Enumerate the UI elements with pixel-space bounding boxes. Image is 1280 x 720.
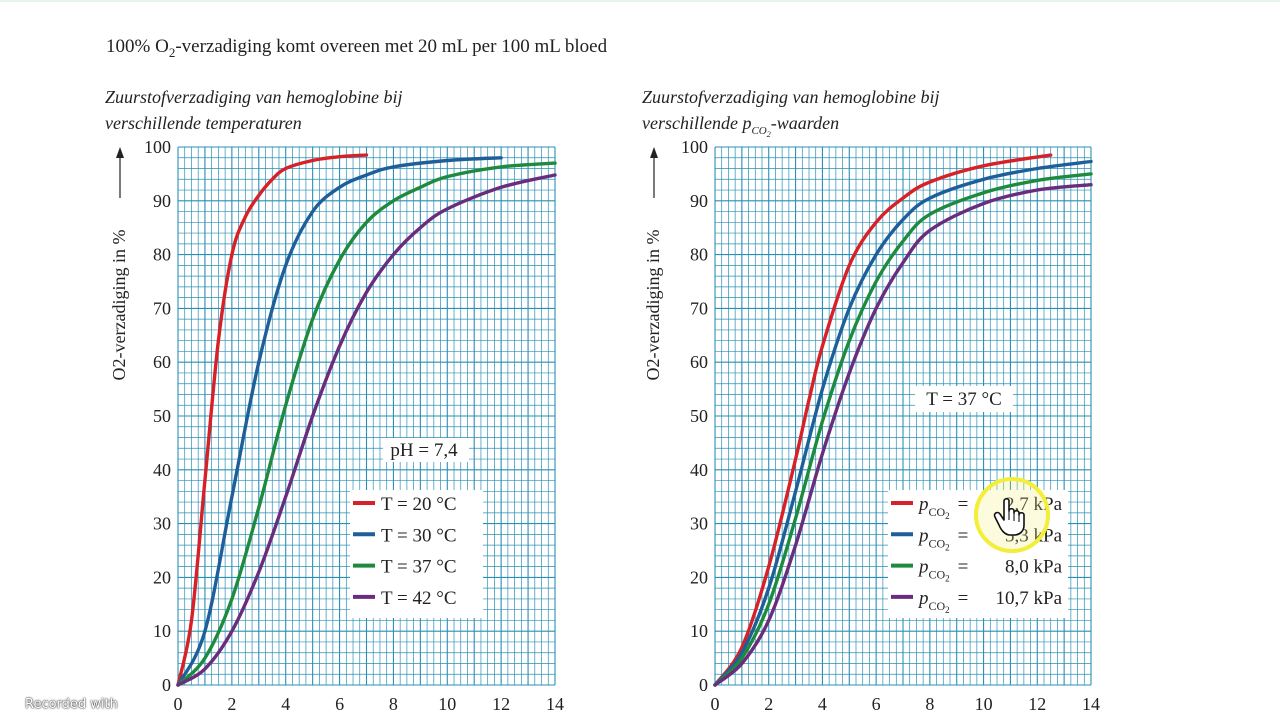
chart2-title-p: p [742, 113, 752, 133]
y-tick-label: 60 [690, 352, 708, 372]
y-tick-label: 50 [690, 406, 708, 426]
legend: T = 20 °C T = 30 °C T = 37 °C T = 42 °C [350, 490, 483, 618]
x-tick-label: 10 [438, 694, 456, 714]
y-tick-label: 70 [153, 298, 171, 318]
chart2-title-subsub: 2 [766, 129, 771, 139]
series-line-10-7-kpa [713, 183, 1093, 687]
series-line-t-42-c [176, 173, 557, 687]
legend-label: T = 30 °C [381, 525, 457, 546]
x-tick-label: 14 [1082, 694, 1100, 714]
chart2-title: Zuurstofverzadiging van hemoglobine bij … [642, 84, 939, 148]
legend-label: T = 20 °C [381, 494, 457, 515]
chart1-title-line2: verschillende temperaturen [105, 113, 302, 133]
x-tick-label: 6 [335, 694, 344, 714]
y-tick-label: 70 [690, 298, 708, 318]
cursor-highlight [974, 477, 1050, 553]
annotation-label: pH = 7,4 [390, 440, 458, 461]
x-tick-label: 0 [711, 694, 720, 714]
x-tick-label: 10 [975, 694, 993, 714]
x-tick-label: 12 [492, 694, 510, 714]
y-tick-label: 0 [162, 675, 171, 695]
x-tick-label: 4 [281, 694, 290, 714]
legend-label: pCO2= [917, 525, 968, 552]
series-line-2-7-kpa [713, 153, 1053, 687]
y-tick-label: 60 [153, 352, 171, 372]
series-line-8-0-kpa [713, 172, 1093, 687]
legend-value: 8,0 kPa [1005, 557, 1063, 578]
series-line-5-3-kpa [713, 159, 1093, 687]
y-tick-label: 10 [153, 621, 171, 641]
x-tick-label: 8 [925, 694, 934, 714]
y-tick-label: 80 [690, 245, 708, 265]
header-text-after: -verzadiging komt overeen met 20 mL per … [175, 36, 608, 57]
header-text-before: 100% O [106, 36, 169, 57]
y-tick-label: 80 [153, 245, 171, 265]
chart2-title-text: verschillende [642, 113, 743, 133]
y-tick-label: 30 [690, 514, 708, 534]
chart1-title: Zuurstofverzadiging van hemoglobine bij … [105, 84, 402, 136]
top-border [0, 0, 1280, 2]
y-tick-label: 20 [690, 567, 708, 587]
hand-pointer-icon [993, 497, 1025, 536]
legend-label: pCO2= [917, 557, 968, 584]
chart1-title-line1: Zuurstofverzadiging van hemoglobine bij [105, 87, 403, 107]
chart2-title-line2: verschillende pCO2-waarden [642, 110, 939, 148]
annotation-box [383, 438, 469, 462]
y-axis-arrow-icon [116, 147, 124, 198]
chart-2: 0 2 4 6 8 10 12 14 0 10 20 30 40 50 60 70 80 90 100 O2-verz… [643, 137, 1100, 714]
y-axis-label: O2-verzadiging in % [643, 230, 663, 381]
y-axis-arrow-icon [650, 147, 658, 198]
y-tick-label: 90 [690, 191, 708, 211]
y-tick-label: 40 [690, 460, 708, 480]
y-tick-label: 30 [153, 514, 171, 534]
y-tick-label: 100 [681, 137, 708, 157]
chart-1: 0 2 4 6 8 10 12 14 0 10 20 30 40 50 60 70 80 90 100 O2-verz… [109, 137, 564, 714]
recording-watermark: Recorded with [25, 697, 118, 712]
y-tick-label: 20 [153, 567, 171, 587]
y-tick-label: 90 [153, 191, 171, 211]
x-tick-label: 14 [546, 694, 564, 714]
legend-value: 10,7 kPa [996, 588, 1063, 609]
x-tick-label: 12 [1028, 694, 1046, 714]
header-subscript: 2 [168, 44, 176, 60]
x-tick-label: 8 [389, 694, 398, 714]
legend-label: pCO2= [917, 588, 968, 615]
x-tick-label: 6 [872, 694, 881, 714]
page-header: 100% O2-verzadiging komt overeen met 20 … [106, 36, 607, 61]
series-line-t-20-c [176, 153, 369, 687]
x-tick-label: 0 [174, 694, 183, 714]
series-line-t-30-c [176, 156, 503, 687]
y-tick-label: 10 [690, 621, 708, 641]
series-line-t-37-c [176, 161, 557, 687]
annotation-label: T = 37 °C [926, 389, 1002, 410]
x-tick-label: 4 [818, 694, 827, 714]
chart2-title-after: -waarden [770, 113, 840, 133]
y-tick-label: 0 [699, 675, 708, 695]
x-tick-label: 2 [227, 694, 236, 714]
y-axis-label: O2-verzadiging in % [109, 230, 129, 381]
legend-label: T = 37 °C [381, 557, 457, 578]
y-tick-label: 50 [153, 406, 171, 426]
annotation-box [915, 386, 1013, 412]
chart2-title-sub: CO [751, 124, 767, 137]
grid [177, 146, 556, 686]
y-tick-label: 100 [144, 137, 171, 157]
y-tick-label: 40 [153, 460, 171, 480]
legend-label: T = 42 °C [381, 588, 457, 609]
legend-label: pCO2= [917, 494, 968, 521]
chart2-title-line1: Zuurstofverzadiging van hemoglobine bij [642, 87, 940, 107]
x-tick-label: 2 [764, 694, 773, 714]
